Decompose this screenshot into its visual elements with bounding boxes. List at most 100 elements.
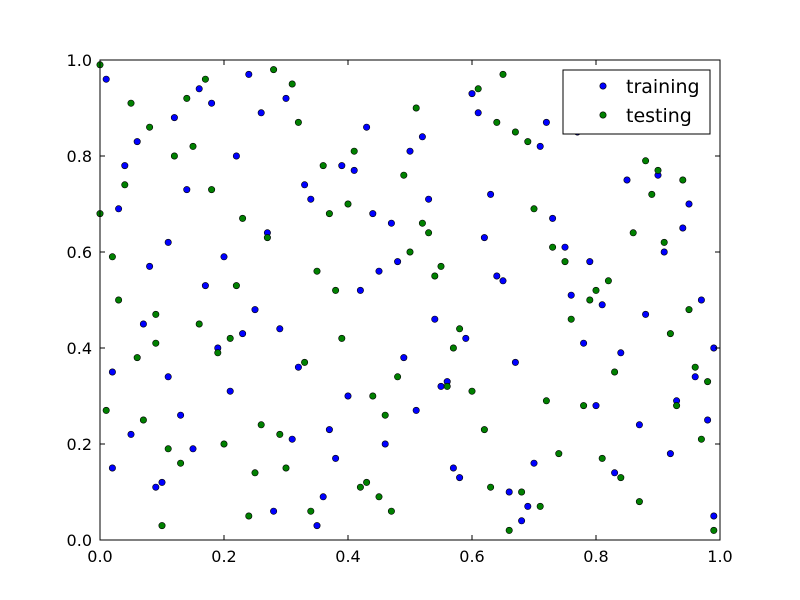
y-tick-label: 0.8 <box>67 147 92 166</box>
data-point-testing <box>133 354 141 362</box>
data-point-training <box>611 469 619 477</box>
data-point-testing <box>431 272 439 280</box>
data-point-testing <box>282 464 290 472</box>
data-point-testing <box>232 282 240 290</box>
data-point-training <box>685 200 693 208</box>
data-point-testing <box>387 507 395 515</box>
data-point-training <box>505 488 513 496</box>
data-point-training <box>232 152 240 160</box>
data-point-testing <box>208 186 216 194</box>
plot-frame <box>99 59 721 541</box>
data-point-testing <box>338 334 346 342</box>
data-point-testing <box>307 507 315 515</box>
data-point-testing <box>158 522 166 530</box>
data-point-training <box>549 214 557 222</box>
data-point-training <box>493 272 501 280</box>
data-point-testing <box>257 421 265 429</box>
data-point-training <box>487 190 495 198</box>
data-point-training <box>301 181 309 189</box>
x-axis-tick-labels: 0.0 0.2 0.4 0.6 0.8 1.0 <box>87 547 732 566</box>
data-point-testing <box>710 526 718 534</box>
y-axis-tick-labels: 0.0 0.2 0.4 0.6 0.8 1.0 <box>67 51 92 550</box>
data-point-training <box>363 123 371 131</box>
data-point-training <box>319 493 327 501</box>
data-point-training <box>226 387 234 395</box>
data-point-training <box>164 373 172 381</box>
data-point-training <box>282 94 290 102</box>
data-point-testing <box>375 493 383 501</box>
data-point-testing <box>555 450 563 458</box>
data-point-training <box>449 464 457 472</box>
data-point-training <box>158 478 166 486</box>
data-point-training <box>679 224 687 232</box>
data-point-testing <box>301 358 309 366</box>
data-point-training <box>344 392 352 400</box>
data-point-training <box>139 320 147 328</box>
data-point-training <box>567 291 575 299</box>
data-point-testing <box>412 104 420 112</box>
data-point-training <box>350 166 358 174</box>
data-point-training <box>511 358 519 366</box>
data-point-training <box>189 445 197 453</box>
data-point-testing <box>530 205 538 213</box>
data-point-testing <box>164 445 172 453</box>
data-point-testing <box>201 75 209 83</box>
data-point-testing <box>288 80 296 88</box>
data-point-training <box>356 286 364 294</box>
data-point-testing <box>437 262 445 270</box>
data-point-training <box>313 522 321 530</box>
data-point-testing <box>102 406 110 414</box>
data-point-training <box>524 502 532 510</box>
data-point-testing <box>381 411 389 419</box>
data-point-testing <box>183 94 191 102</box>
data-point-training <box>108 368 116 376</box>
x-tick-label: 0.4 <box>335 547 360 566</box>
y-tick-label: 0.6 <box>67 243 92 262</box>
data-point-training <box>307 195 315 203</box>
data-point-testing <box>294 118 302 126</box>
data-point-training <box>425 195 433 203</box>
data-point-training <box>294 363 302 371</box>
data-point-testing <box>139 416 147 424</box>
data-point-training <box>257 109 265 117</box>
data-point-training <box>499 277 507 285</box>
data-point-training <box>102 75 110 83</box>
data-point-testing <box>642 157 650 165</box>
data-point-training <box>635 421 643 429</box>
data-point-testing <box>611 368 619 376</box>
data-point-testing <box>152 310 160 318</box>
data-point-training <box>251 306 259 314</box>
data-point-testing <box>648 190 656 198</box>
data-point-testing <box>685 306 693 314</box>
data-point-testing <box>319 162 327 170</box>
data-point-testing <box>146 123 154 131</box>
data-point-testing <box>580 402 588 410</box>
data-point-testing <box>487 483 495 491</box>
data-point-training <box>332 454 340 462</box>
data-point-testing <box>226 334 234 342</box>
data-point-testing <box>270 66 278 74</box>
data-point-training <box>108 464 116 472</box>
data-point-testing <box>536 502 544 510</box>
data-point-testing <box>406 248 414 256</box>
data-point-testing <box>511 128 519 136</box>
data-point-testing <box>480 426 488 434</box>
data-point-training <box>542 118 550 126</box>
data-point-training <box>369 210 377 218</box>
data-point-training <box>480 234 488 242</box>
data-point-testing <box>325 210 333 218</box>
data-point-training <box>152 483 160 491</box>
data-point-testing <box>251 469 259 477</box>
data-point-testing <box>344 200 352 208</box>
data-point-training <box>691 373 699 381</box>
data-point-training <box>468 90 476 98</box>
data-point-testing <box>170 152 178 160</box>
data-point-testing <box>697 435 705 443</box>
data-point-training <box>561 243 569 251</box>
data-point-testing <box>418 219 426 227</box>
y-tick-label: 0.0 <box>67 531 92 550</box>
legend-marker-training <box>599 82 607 90</box>
data-point-testing <box>654 166 662 174</box>
data-point-training <box>642 310 650 318</box>
